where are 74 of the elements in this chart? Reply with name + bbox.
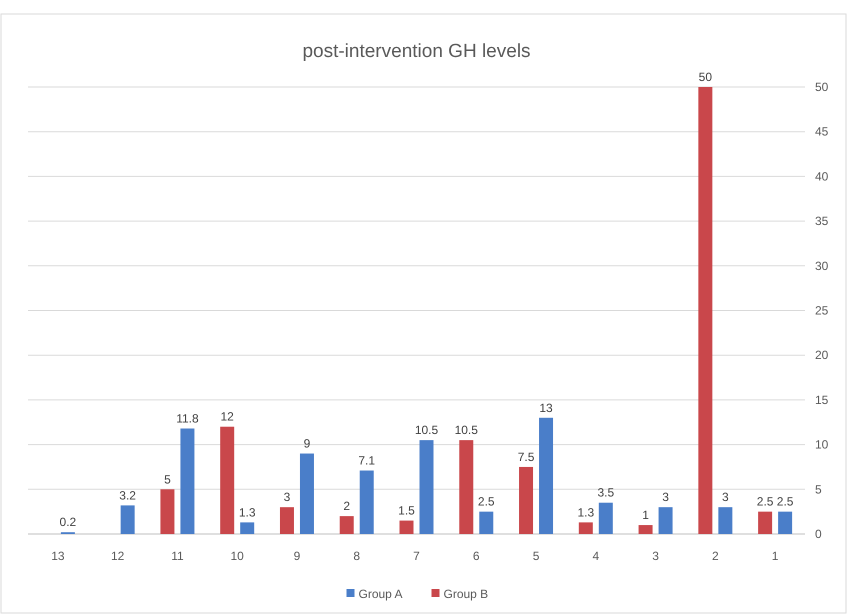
y-tick-label: 35: [815, 214, 829, 228]
y-tick-label: 45: [815, 124, 829, 139]
data-label: 11.8: [176, 412, 199, 426]
data-label: 3: [662, 490, 670, 504]
x-tick-label: 3: [652, 549, 660, 563]
data-label: 2: [343, 499, 350, 514]
bar: [300, 454, 314, 534]
data-label: 12: [220, 410, 234, 424]
bar: [598, 502, 613, 534]
data-label: 5: [164, 472, 172, 486]
data-label: 3: [722, 490, 729, 504]
bar: [578, 522, 593, 534]
x-tick-label: 2: [712, 549, 719, 563]
x-tick-label: 13: [51, 549, 65, 563]
bar: [718, 507, 732, 534]
y-tick-label: 50: [815, 80, 829, 94]
data-label: 1.3: [577, 505, 594, 520]
bar: [160, 489, 174, 534]
y-tick-label: 20: [815, 348, 829, 362]
chart-title: post-intervention GH levels: [302, 41, 531, 62]
bar: [280, 507, 294, 534]
data-label: 7.1: [358, 454, 376, 468]
y-tick-label: 15: [815, 392, 829, 407]
data-label: 1: [642, 508, 650, 522]
data-label: 1.5: [398, 504, 416, 518]
x-tick-label: 11: [171, 549, 184, 563]
x-tick-label: 7: [413, 549, 420, 563]
data-label: 7.5: [518, 450, 535, 464]
data-label: 10.5: [454, 423, 478, 438]
y-tick-label: 25: [815, 304, 829, 318]
bar: [519, 466, 534, 534]
bar: [539, 418, 554, 534]
data-label: 1.3: [238, 505, 256, 520]
x-tick-label: 10: [230, 549, 244, 563]
data-label: 2.5: [756, 494, 774, 509]
data-label: 13: [539, 400, 554, 415]
bar: [220, 426, 234, 534]
bar: [420, 440, 434, 534]
y-tick-label: 0: [815, 527, 822, 541]
x-tick-label: 12: [110, 549, 125, 563]
data-label: 50: [698, 70, 712, 84]
legend-label: Group A: [358, 587, 403, 601]
data-label: 0.2: [60, 515, 77, 530]
data-label: 2.5: [776, 494, 794, 509]
data-label: 9: [304, 436, 311, 451]
bar: [240, 522, 254, 534]
bar: [658, 507, 673, 534]
bar: [638, 525, 653, 534]
data-label: 3.2: [119, 488, 136, 502]
data-label: 3: [284, 490, 291, 504]
data-label: 3.5: [597, 486, 614, 500]
bar: [778, 512, 792, 534]
x-tick-label: 8: [353, 549, 360, 563]
y-tick-label: 5: [815, 482, 822, 496]
bar: [120, 505, 135, 534]
bar: [340, 516, 354, 534]
x-tick-label: 9: [294, 549, 301, 563]
bar: [459, 440, 474, 534]
x-tick-label: 6: [472, 549, 480, 563]
x-tick-label: 1: [772, 549, 779, 563]
bar: [180, 428, 194, 534]
x-tick-label: 5: [532, 549, 540, 563]
bar: [479, 512, 494, 534]
bar: [758, 512, 772, 534]
x-tick-label: 4: [592, 549, 600, 563]
legend-label: Group B: [444, 587, 488, 601]
y-tick-label: 30: [815, 258, 829, 273]
data-label: 2.5: [478, 494, 495, 509]
bar: [360, 470, 374, 534]
y-tick-label: 40: [815, 169, 829, 184]
bar: [400, 520, 414, 534]
data-label: 10.5: [414, 423, 438, 438]
y-tick-label: 10: [815, 438, 829, 452]
bar: [698, 87, 712, 534]
